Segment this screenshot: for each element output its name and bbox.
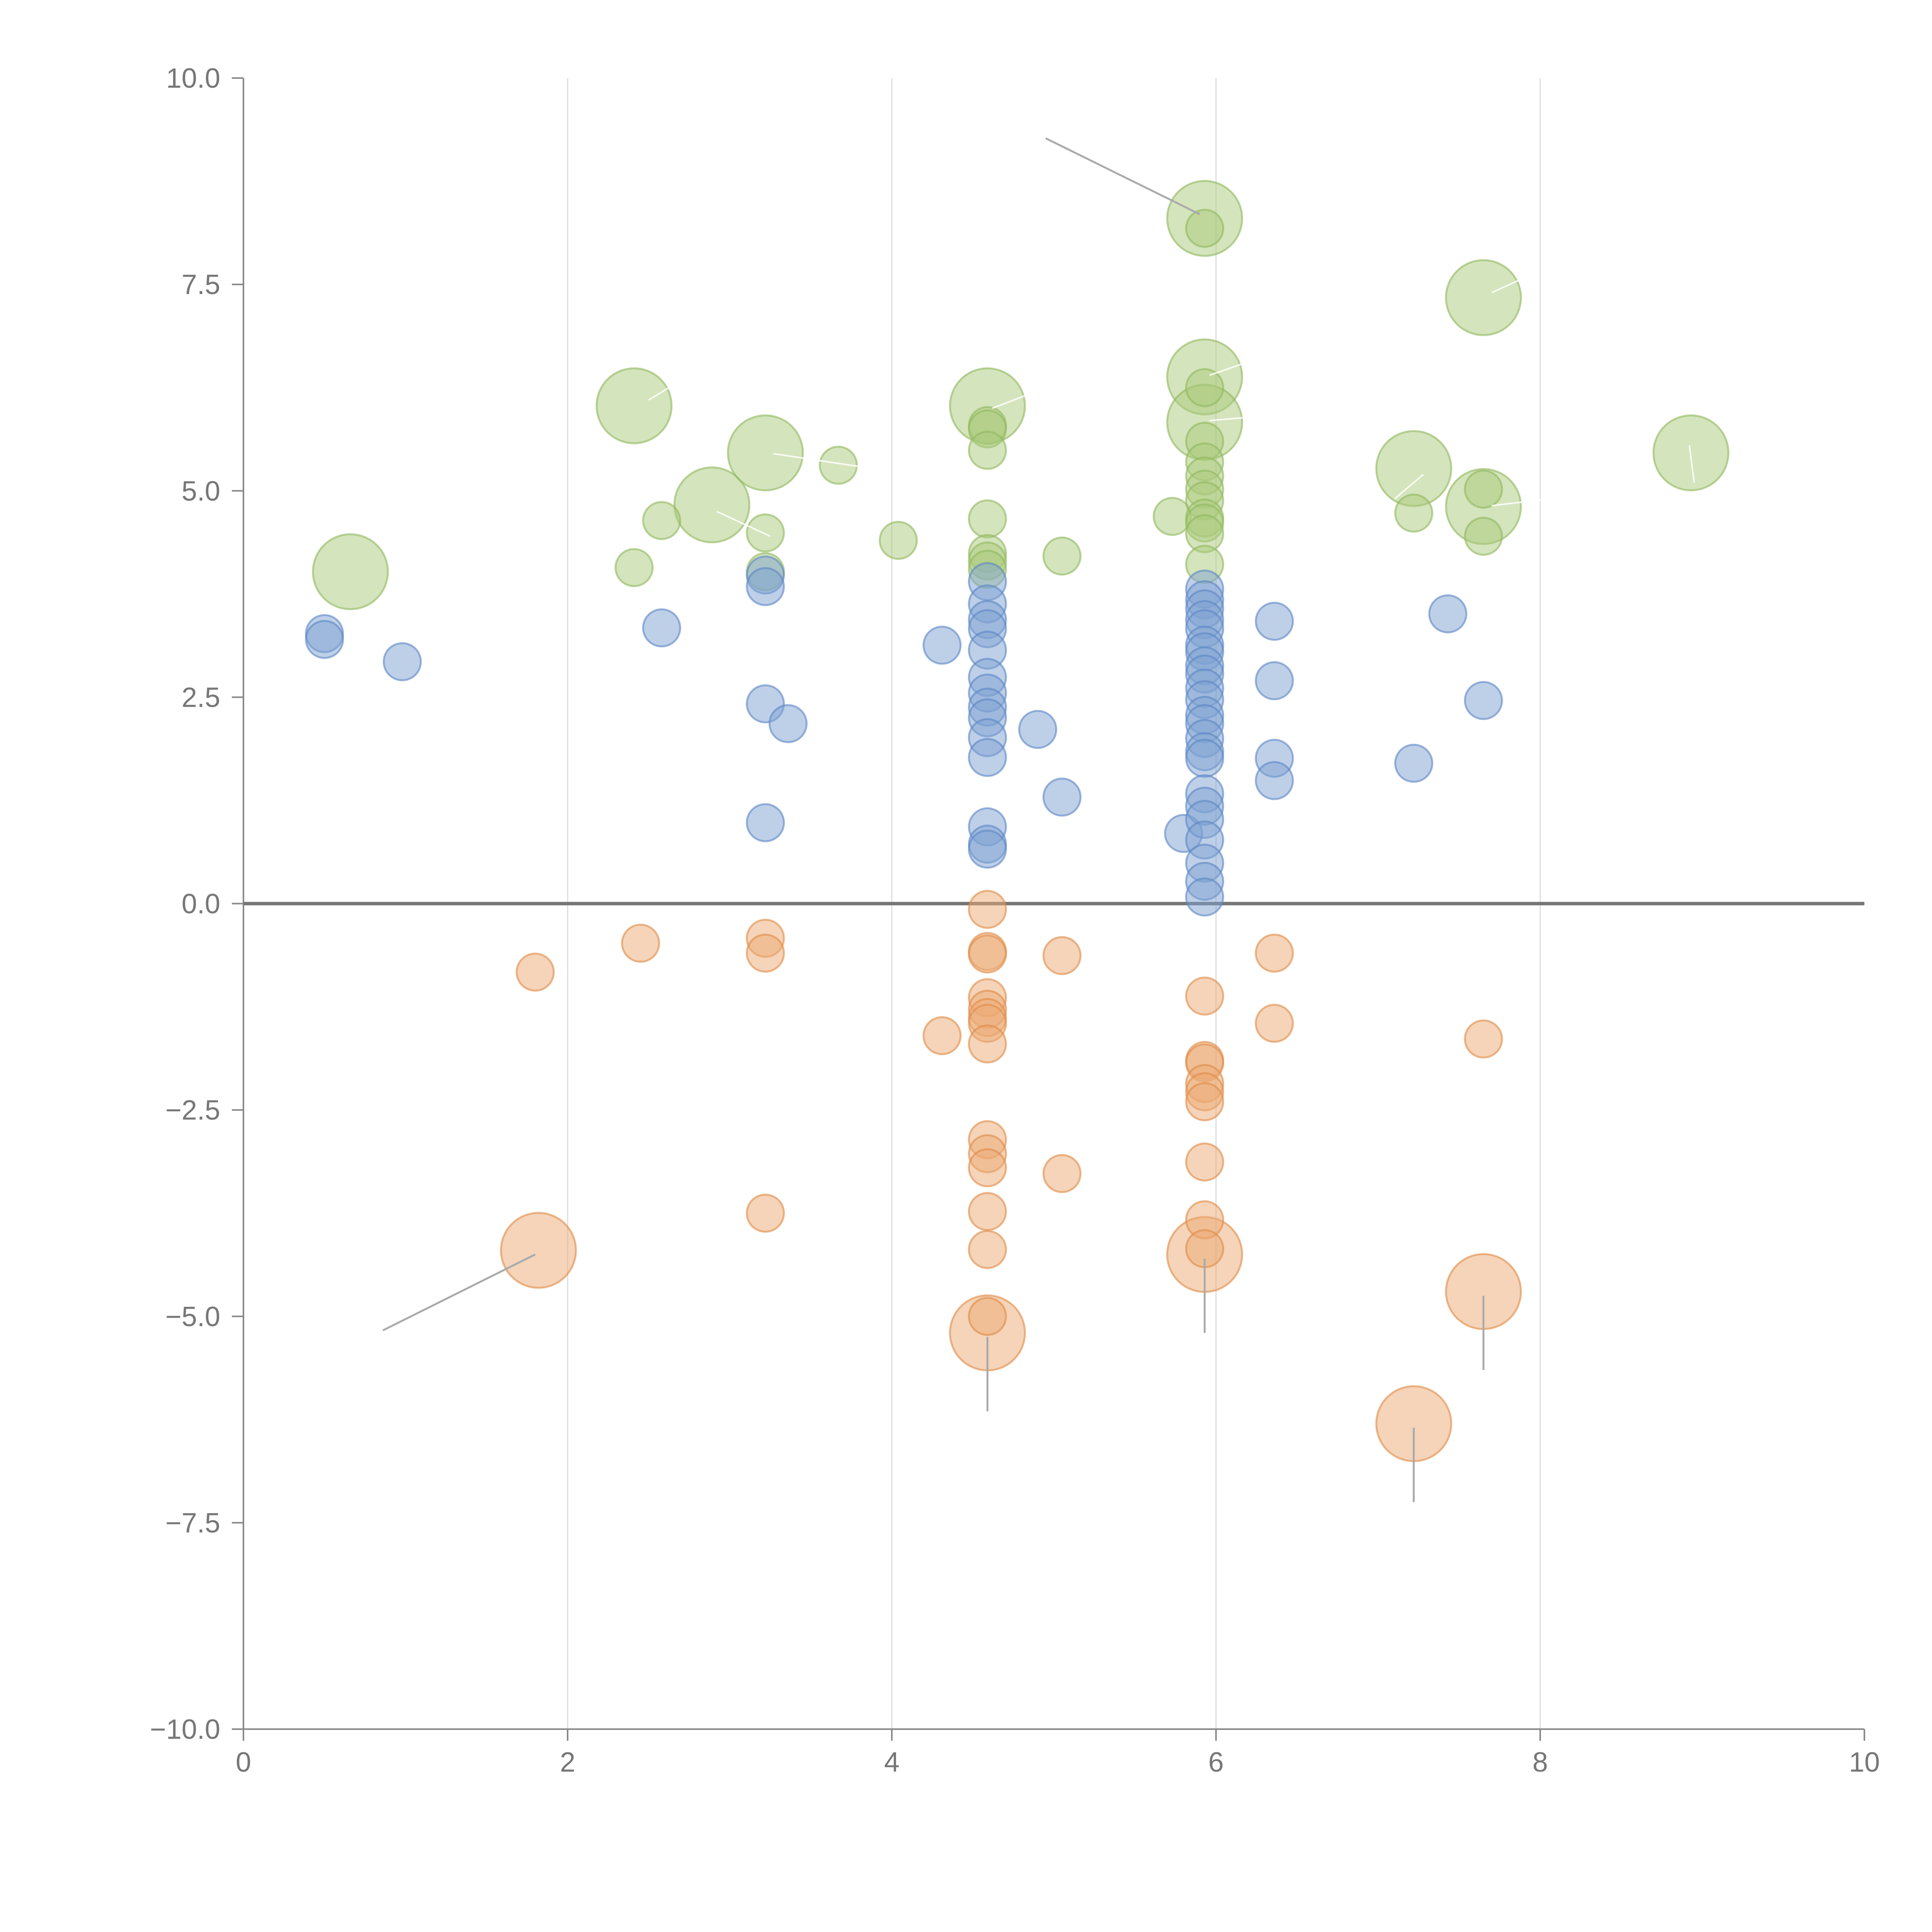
y-tick-label: 7.5 <box>182 269 220 300</box>
blue-bubble <box>305 620 344 659</box>
y-tick-label: −7.5 <box>165 1508 220 1539</box>
orange-bubble <box>922 1016 962 1055</box>
blue-bubble <box>1255 661 1294 701</box>
blue-bubble <box>1255 602 1294 641</box>
orange-bubble <box>1464 1019 1503 1059</box>
orange-bubble <box>968 889 1007 929</box>
orange-bubble <box>1042 1154 1082 1193</box>
tick-label-layer: 10.0 7.5 5.0 2.5 0.0 −2.5 −5.0 −7.5 −10.0 0 2 4 6 8 10 <box>150 63 1880 1778</box>
green-bubble <box>968 499 1007 539</box>
blue-bubble <box>1018 710 1058 749</box>
blue-bubble <box>968 829 1007 869</box>
orange-bubble <box>968 1230 1007 1269</box>
x-tick-label: 0 <box>236 1747 251 1778</box>
green-bubble <box>1042 536 1082 576</box>
axis-layer <box>232 77 1865 1741</box>
x-tick-label: 6 <box>1208 1747 1224 1778</box>
annotation-leader-line <box>382 1253 536 1332</box>
blue-bubble <box>383 642 422 682</box>
blue-bubble <box>769 704 808 743</box>
green-bubble <box>1185 368 1225 407</box>
orange-bubble <box>621 923 660 963</box>
annotation-leader-line <box>773 453 884 471</box>
blue-bubble <box>968 738 1007 777</box>
orange-bubble <box>968 1148 1007 1187</box>
orange-bubble <box>746 934 785 973</box>
annotation-leader-line <box>1209 415 1257 422</box>
green-bubble <box>1464 469 1503 509</box>
x-tick-label: 8 <box>1532 1747 1548 1778</box>
y-tick-label: −5.0 <box>165 1301 220 1332</box>
green-bubble <box>1185 209 1225 248</box>
annotation-leader-line <box>992 387 1046 409</box>
green-bubble <box>727 414 804 492</box>
annotation-leader-line <box>1688 445 1695 483</box>
green-bubble <box>1394 493 1434 533</box>
orange-bubble <box>1255 1003 1294 1043</box>
y-tick-label: −2.5 <box>165 1095 220 1126</box>
x-tick-label: 2 <box>560 1747 575 1778</box>
annotation-leader-line <box>1209 362 1246 376</box>
orange-bubble <box>1042 936 1082 975</box>
y-tick-label: 5.0 <box>182 476 220 507</box>
y-tick-label: 10.0 <box>166 63 220 94</box>
green-bubble <box>968 431 1007 470</box>
orange-bubble <box>968 1024 1007 1064</box>
annotation-layer <box>382 137 1695 1502</box>
annotation-leader-line <box>1491 498 1549 507</box>
blue-bubble <box>642 608 681 648</box>
blue-bubble <box>1464 681 1503 720</box>
blue-bubble <box>746 803 785 842</box>
annotation-leader-line <box>716 510 771 537</box>
orange-bubble <box>968 1192 1007 1231</box>
blue-bubble <box>1185 738 1225 778</box>
orange-bubble <box>968 934 1007 974</box>
blue-bubble <box>922 626 962 665</box>
y-tick-label: −10.0 <box>150 1714 220 1745</box>
green-bubble <box>312 533 389 611</box>
blue-bubble <box>1394 743 1434 783</box>
green-bubble <box>1445 259 1522 336</box>
blue-bubble <box>1185 877 1225 917</box>
blue-bubble <box>746 567 785 606</box>
points-layer <box>305 180 1730 1462</box>
orange-bubble <box>515 952 555 992</box>
green-bubble <box>1464 517 1503 556</box>
blue-bubble <box>1428 594 1468 634</box>
orange-bubble <box>1255 934 1294 973</box>
annotation-leader-line <box>1045 137 1201 215</box>
green-bubble <box>673 466 750 544</box>
green-bubble <box>819 446 858 485</box>
annotation-leader-line <box>1394 473 1424 500</box>
x-tick-label: 10 <box>1849 1747 1880 1778</box>
orange-bubble <box>746 1194 785 1233</box>
annotation-leader-line <box>648 384 673 401</box>
green-bubble <box>595 367 673 444</box>
orange-bubble <box>500 1212 577 1289</box>
orange-bubble <box>1185 1142 1225 1182</box>
green-bubble <box>746 513 785 553</box>
x-tick-label: 4 <box>884 1747 900 1778</box>
green-bubble <box>642 501 681 540</box>
y-tick-label: 0.0 <box>182 889 220 920</box>
orange-bubble <box>968 1297 1007 1336</box>
green-bubble <box>879 520 918 560</box>
green-bubble <box>614 548 654 587</box>
blue-bubble <box>1042 777 1082 817</box>
blue-bubble <box>1255 761 1294 800</box>
y-tick-label: 2.5 <box>182 682 220 713</box>
annotation-leader-line <box>1491 271 1537 294</box>
orange-bubble <box>1185 976 1225 1016</box>
orange-bubble <box>1185 1082 1225 1121</box>
